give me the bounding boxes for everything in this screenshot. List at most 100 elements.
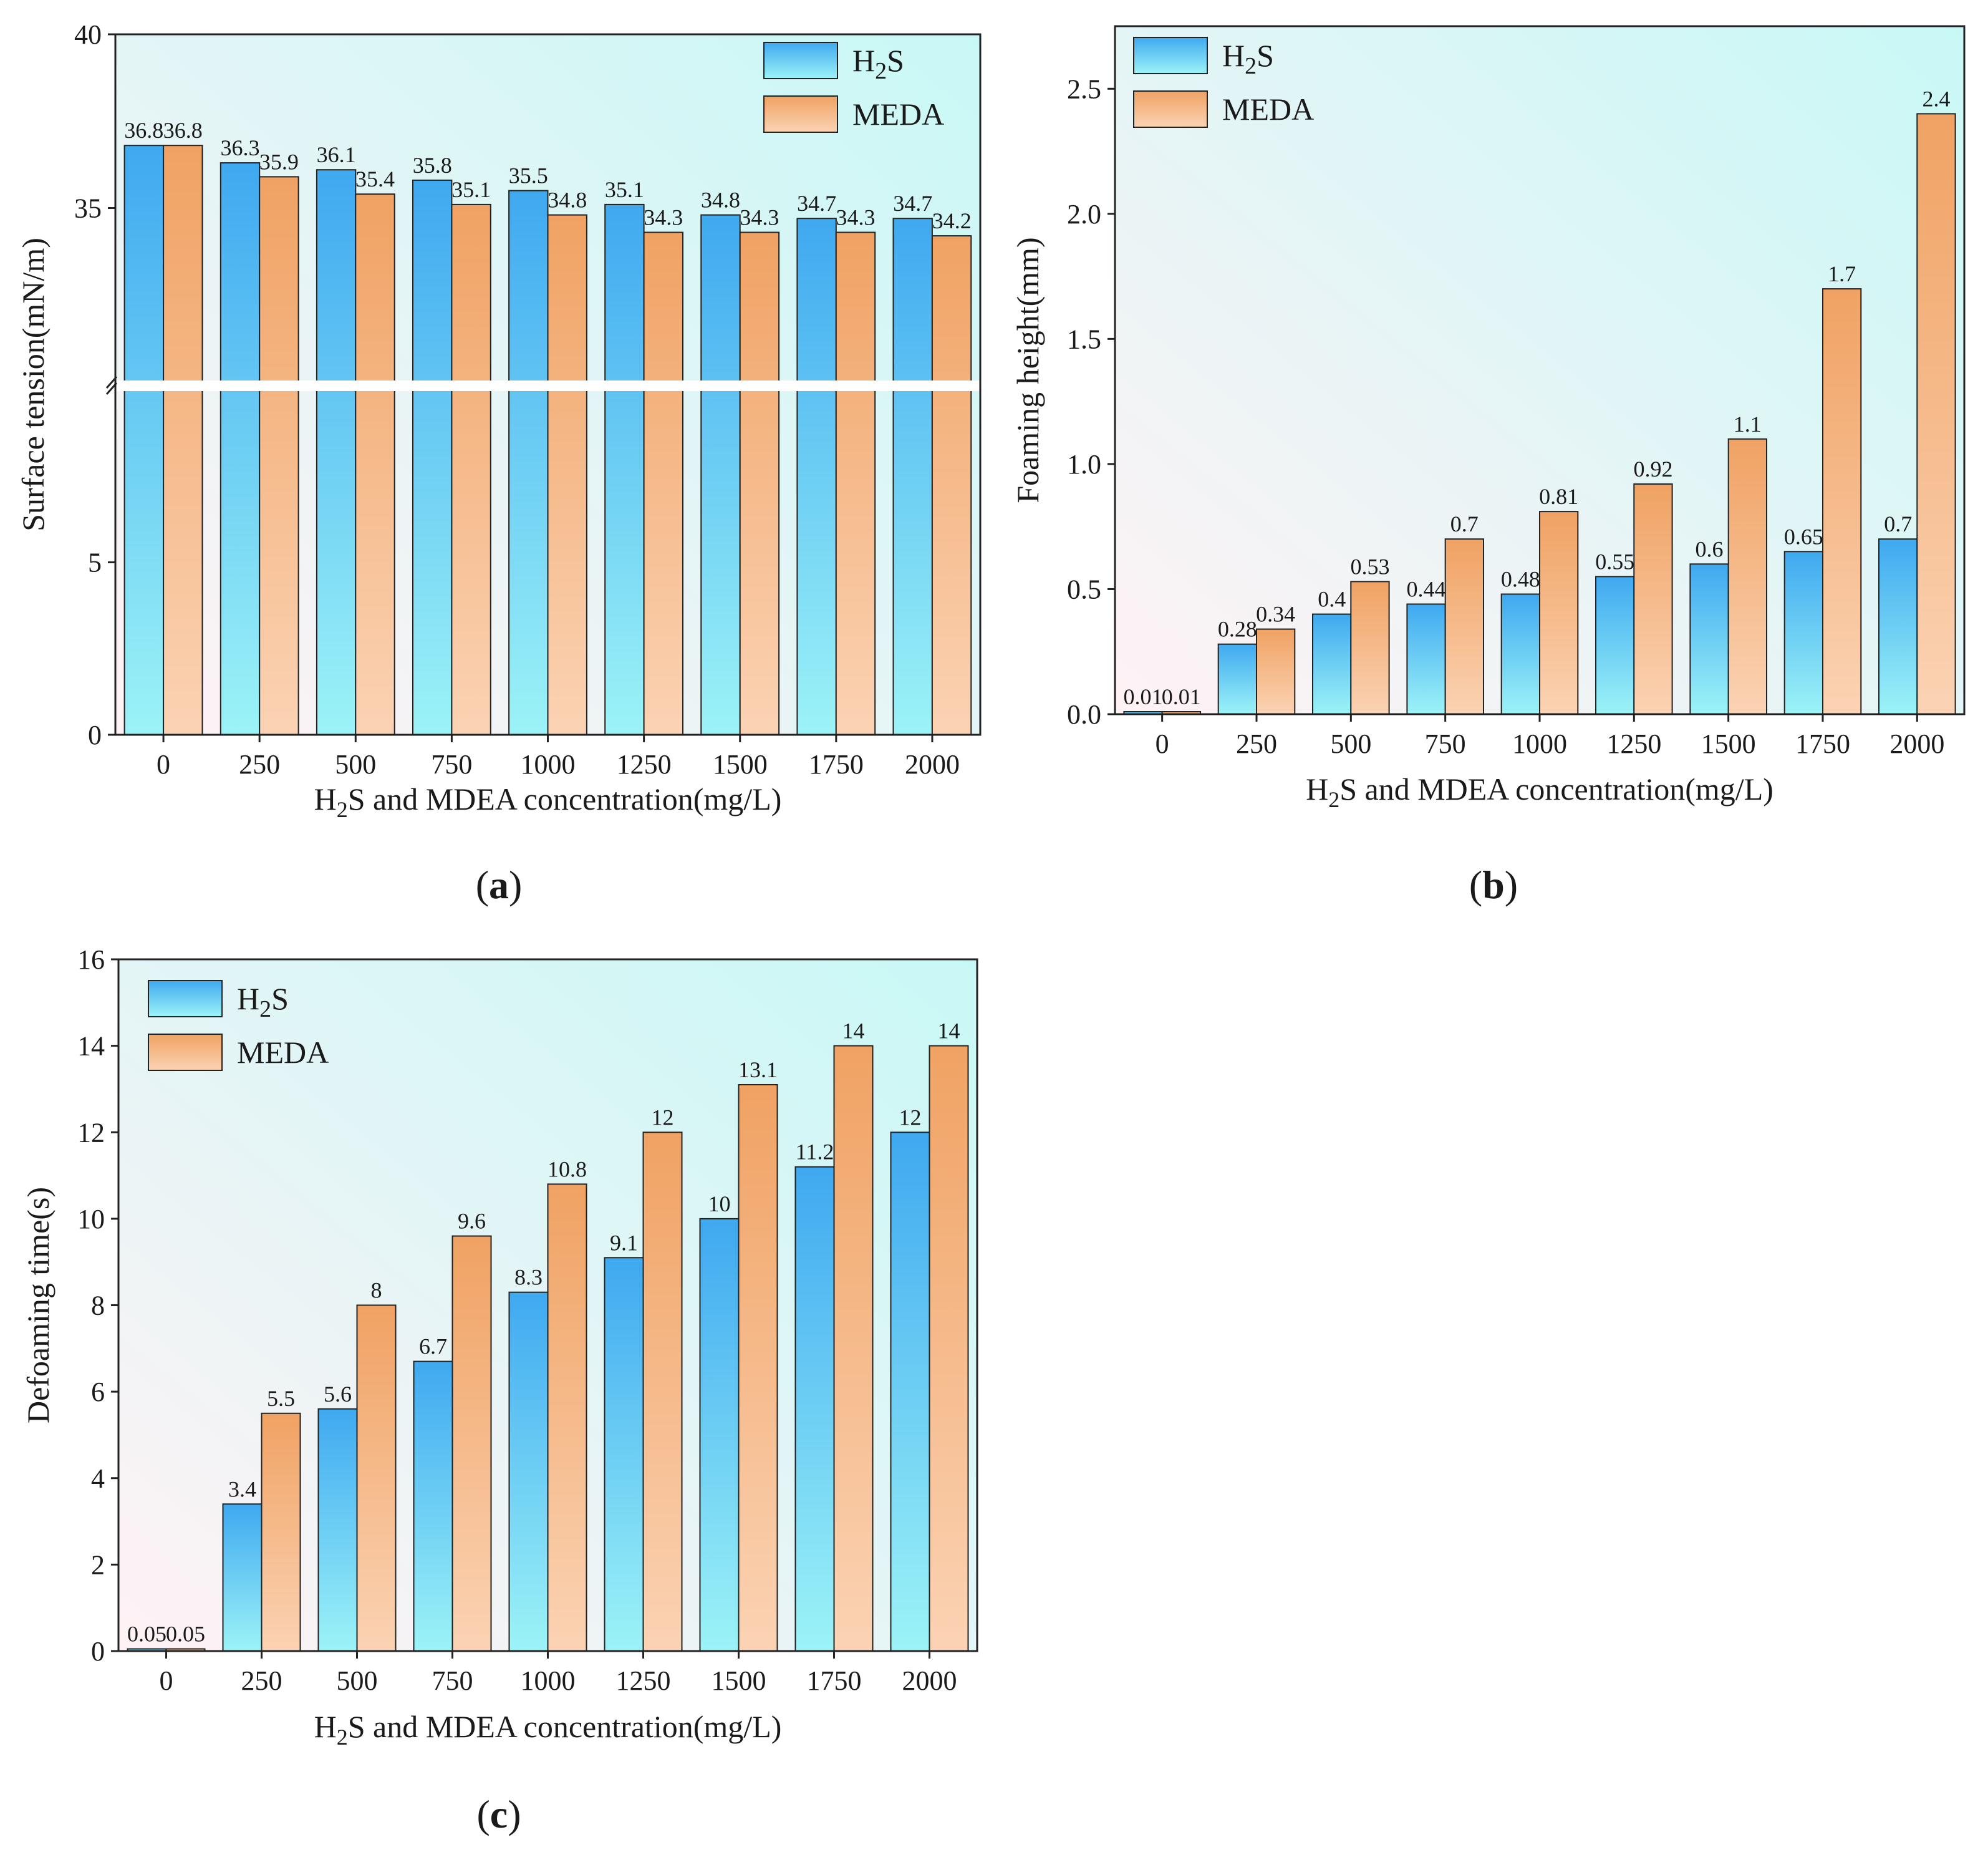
bar-value-label: 9.1: [610, 1230, 638, 1255]
bar-value-label: 2.4: [1923, 86, 1951, 111]
x-tick-label: 1250: [617, 749, 672, 780]
bar-meda: [738, 1084, 778, 1652]
bar-h2s: [508, 190, 549, 736]
y-tick-label: 0.5: [1067, 574, 1101, 604]
bar-value-label: 35.1: [451, 177, 491, 202]
bar-meda: [1539, 511, 1579, 715]
y-tick-label: 16: [77, 944, 105, 975]
bar-value-label: 12: [899, 1105, 922, 1130]
x-tick-label: 2000: [902, 1665, 957, 1696]
bar-meda: [835, 231, 876, 735]
legend-label-main: MEDA: [852, 97, 944, 132]
x-tick-label: 0: [160, 1665, 173, 1696]
bar-value-label: 9.6: [458, 1209, 486, 1234]
x-axis-title-main: H: [1306, 772, 1328, 807]
bar-meda: [739, 231, 780, 735]
x-axis-title-sub: 2: [1328, 787, 1339, 812]
y-tick-label: 5: [88, 548, 102, 578]
bar-h2s: [892, 218, 933, 735]
panel-label-close: ): [508, 1792, 521, 1836]
legend-label-main: H: [852, 43, 875, 78]
chart-b: 0.01 0.28 0.4 0.44 0.48 0.55 0.6 0.65 0.7 0.01 0.3…: [1010, 25, 1966, 907]
bar-value-label: 0.65: [1784, 524, 1823, 549]
x-tick-label: 1500: [1701, 729, 1756, 759]
x-tick-label: 750: [432, 1665, 473, 1696]
bar-meda: [1256, 628, 1296, 715]
y-tick-label: 2.5: [1067, 74, 1101, 104]
legend-label-sub: 2: [875, 58, 887, 84]
bar-h2s: [1217, 643, 1257, 715]
bar-value-label: 36.8: [124, 118, 163, 143]
bar-h2s: [604, 1257, 644, 1652]
bar-h2s: [1783, 551, 1823, 715]
bar-meda: [929, 1045, 969, 1652]
legend-label-tail: S: [887, 43, 904, 78]
x-tick-label: 1250: [1606, 729, 1661, 759]
bar-meda: [547, 214, 587, 736]
x-tick-label: 500: [1330, 729, 1371, 759]
y-tick-label: 14: [77, 1031, 105, 1062]
x-tick-label: 750: [431, 749, 472, 780]
y-tick-label: 8: [91, 1291, 105, 1321]
x-tick-label: 750: [1425, 729, 1466, 759]
legend-label-meda: MEDA: [1222, 92, 1314, 127]
bar-value-label: 8.3: [514, 1265, 543, 1290]
bar-value-label: 34.7: [893, 191, 932, 216]
bar-value-label: 10.8: [548, 1156, 587, 1181]
y-tick-label: 10: [77, 1204, 105, 1234]
bar-value-label: 0.6: [1696, 536, 1724, 561]
bar-value-label: 34.3: [644, 205, 683, 230]
x-tick-label: 1750: [809, 749, 864, 780]
legend-swatch-h2s: [1133, 37, 1208, 74]
legend-swatch-h2s: [763, 42, 838, 79]
bar-meda: [642, 1131, 683, 1652]
bar-value-label: 35.9: [259, 149, 299, 174]
bar-value-label: 0.81: [1539, 484, 1578, 509]
bar-value-label: 36.3: [221, 135, 260, 160]
y-tick-label: 4: [91, 1463, 105, 1494]
bar-meda: [451, 203, 491, 735]
chart-a: 36.8 36.3 36.1 35.8 35.5 35.1 34.8 34.7 34.7 36.8…: [16, 19, 982, 907]
bar-h2s: [794, 1166, 835, 1652]
bar-value-label: 12: [652, 1105, 674, 1130]
bar-value-label: 0.01: [1124, 684, 1163, 709]
bar-value-label: 3.4: [228, 1476, 256, 1501]
bar-meda: [355, 193, 395, 735]
x-axis-title-sub: 2: [337, 1725, 348, 1750]
bar-value-label: 0.44: [1407, 577, 1446, 602]
bar-value-label: 34.3: [740, 205, 779, 230]
panel-label-letter: b: [1482, 863, 1505, 907]
bar-meda: [833, 1045, 874, 1652]
y-tick-label: 0: [88, 720, 102, 750]
x-axis-title-tail: S and MDEA concentration(mg/L): [1339, 772, 1773, 807]
x-axis-title: H2S and MDEA concentration(mg/L): [314, 782, 782, 822]
legend-label-tail: S: [1257, 38, 1274, 73]
bar-value-label: 5.6: [324, 1382, 352, 1407]
bar-value-label: 35.4: [355, 167, 395, 191]
bar-h2s: [1595, 576, 1635, 715]
x-tick-label: 500: [335, 749, 376, 780]
bar-value-label: 36.8: [163, 118, 203, 143]
bar-h2s: [1312, 613, 1352, 715]
bar-h2s: [317, 1408, 358, 1652]
bar-h2s: [1689, 563, 1729, 715]
x-tick-label: 0: [1156, 729, 1169, 759]
y-axis-title: Defoaming time(s): [21, 1187, 55, 1423]
bar-meda: [1350, 581, 1390, 715]
y-tick-label: 2.0: [1067, 199, 1101, 230]
y-tick-label: 40: [74, 19, 102, 50]
bar-value-label: 0.7: [1450, 511, 1479, 536]
y-axis-title: Surface tension(mN/m): [16, 238, 51, 531]
bar-value-label: 1.7: [1828, 261, 1856, 286]
legend-label-sub: 2: [1245, 53, 1257, 79]
bar-value-label: 0.55: [1595, 549, 1634, 574]
panel-label-letter: a: [489, 863, 509, 907]
x-tick-label: 1750: [1795, 729, 1850, 759]
bar-h2s: [604, 203, 645, 735]
bar-meda: [931, 235, 972, 736]
bar-h2s: [700, 214, 741, 736]
legend-label-meda: MEDA: [237, 1035, 329, 1070]
x-axis-title: H2S and MDEA concentration(mg/L): [1306, 772, 1773, 812]
bar-meda: [1822, 288, 1862, 715]
